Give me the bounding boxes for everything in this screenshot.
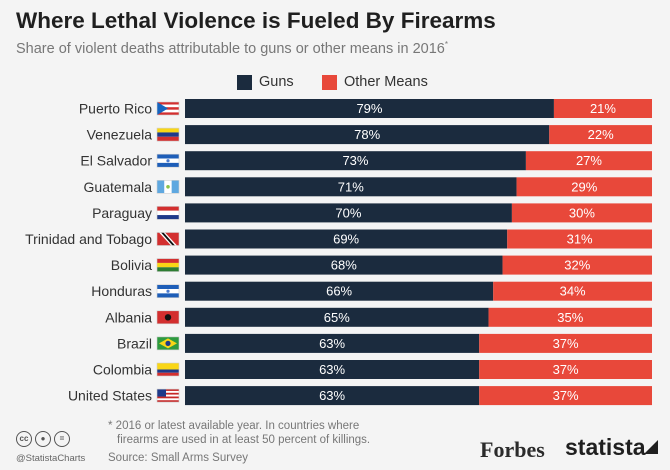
bar-other-means xyxy=(479,360,652,379)
legend-swatch-guns xyxy=(237,74,252,90)
legend-item-guns: Guns xyxy=(237,74,294,90)
bar-guns xyxy=(185,99,554,118)
data-label-guns: 63% xyxy=(319,362,345,377)
attribution-icon: ● xyxy=(35,431,51,447)
bar-guns xyxy=(185,386,480,406)
category-label: Brazil xyxy=(117,335,152,351)
bar-other-means xyxy=(516,177,652,197)
bar-other-means xyxy=(553,99,652,118)
bar-guns xyxy=(185,125,550,145)
bar-other-means xyxy=(479,386,652,406)
data-label-other-means: 29% xyxy=(571,179,597,194)
data-label-guns: 79% xyxy=(356,101,382,116)
legend-label-other-means: Other Means xyxy=(344,74,428,90)
brazil-flag-icon xyxy=(156,336,180,351)
data-label-guns: 66% xyxy=(326,284,352,299)
bar-other-means xyxy=(511,203,652,223)
category-label: Venezuela xyxy=(87,127,153,143)
category-label: Puerto Rico xyxy=(79,101,152,117)
data-label-guns: 78% xyxy=(354,127,380,142)
forbes-logo: Forbes xyxy=(480,437,545,462)
bar-guns xyxy=(185,333,480,353)
bar-other-means xyxy=(525,151,652,171)
bar-other-means xyxy=(549,125,652,145)
footnote-line-2: firearms are used in at least 50 percent… xyxy=(117,434,371,446)
data-label-guns: 68% xyxy=(331,258,357,273)
data-label-other-means: 37% xyxy=(553,362,579,377)
footnote-line-1: * 2016 or latest available year. In coun… xyxy=(108,420,360,432)
category-label: United States xyxy=(68,388,152,404)
statista-logo-icon xyxy=(644,440,658,454)
united-states-flag-icon xyxy=(156,388,180,403)
bar-guns xyxy=(185,255,503,275)
trinidad-and-tobago-flag-icon xyxy=(156,232,180,246)
data-label-guns: 70% xyxy=(335,205,361,220)
statista-logo: statista xyxy=(565,434,646,460)
albania-flag-icon xyxy=(156,310,180,325)
category-label: El Salvador xyxy=(80,153,152,169)
data-label-other-means: 30% xyxy=(569,205,595,220)
bar-guns xyxy=(185,177,517,197)
creative-commons-icon: cc xyxy=(16,431,32,447)
data-label-guns: 63% xyxy=(319,336,345,351)
data-label-guns: 63% xyxy=(319,388,345,403)
no-derivatives-icon: = xyxy=(54,431,70,447)
el-salvador-flag-icon xyxy=(156,153,180,168)
data-label-other-means: 31% xyxy=(567,232,593,247)
license-icons: cc ● = xyxy=(16,431,70,447)
data-label-other-means: 27% xyxy=(576,153,602,168)
category-label: Trinidad and Tobago xyxy=(25,231,152,247)
legend-swatch-other-means xyxy=(322,74,337,90)
data-label-other-means: 32% xyxy=(564,258,590,273)
statista-charts-handle: @StatistaCharts xyxy=(16,453,86,464)
bar-other-means xyxy=(507,229,652,249)
bar-guns xyxy=(185,281,494,301)
data-label-other-means: 22% xyxy=(588,127,614,142)
data-label-guns: 69% xyxy=(333,232,359,247)
subtitle-footnote-mark: * xyxy=(444,40,448,49)
category-label: Bolivia xyxy=(111,257,152,273)
bar-guns xyxy=(185,360,480,379)
data-label-other-means: 35% xyxy=(557,310,583,325)
data-label-guns: 71% xyxy=(338,179,364,194)
venezuela-flag-icon xyxy=(156,127,180,142)
footnote: * 2016 or latest available year. In coun… xyxy=(108,419,408,447)
bar-other-means xyxy=(488,307,652,327)
data-label-other-means: 37% xyxy=(553,388,579,403)
data-label-other-means: 37% xyxy=(553,336,579,351)
category-label: Albania xyxy=(105,309,152,325)
bar-guns xyxy=(185,229,508,249)
legend: Guns Other Means xyxy=(0,74,670,90)
bar-other-means xyxy=(479,333,652,353)
category-label: Guatemala xyxy=(84,179,153,195)
bar-guns xyxy=(185,307,489,327)
colombia-flag-icon xyxy=(156,362,180,377)
source-text: Source: Small Arms Survey xyxy=(108,452,248,464)
data-label-other-means: 34% xyxy=(560,284,586,299)
bar-other-means xyxy=(502,255,652,275)
bolivia-flag-icon xyxy=(156,258,180,272)
chart-title: Where Lethal Violence is Fueled By Firea… xyxy=(16,8,496,33)
legend-label-guns: Guns xyxy=(259,74,294,90)
category-label: Paraguay xyxy=(92,205,152,221)
bar-guns xyxy=(185,203,512,223)
paraguay-flag-icon xyxy=(156,206,180,220)
category-label: Honduras xyxy=(91,283,152,299)
data-label-other-means: 21% xyxy=(590,101,616,116)
data-label-guns: 73% xyxy=(342,153,368,168)
guatemala-flag-icon xyxy=(156,180,180,194)
chart-subtitle: Share of violent deaths attributable to … xyxy=(16,40,448,57)
honduras-flag-icon xyxy=(156,284,180,299)
bar-guns xyxy=(185,151,526,171)
category-label: Colombia xyxy=(93,362,152,378)
subtitle-text: Share of violent deaths attributable to … xyxy=(16,40,445,57)
data-label-guns: 65% xyxy=(324,310,350,325)
puerto-rico-flag-icon xyxy=(156,101,180,116)
legend-item-other: Other Means xyxy=(322,74,428,90)
bar-other-means xyxy=(493,281,652,301)
